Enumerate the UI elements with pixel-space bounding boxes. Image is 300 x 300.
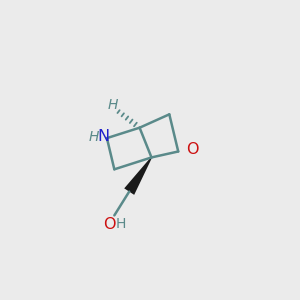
Text: H: H xyxy=(88,130,99,144)
Text: H: H xyxy=(116,217,126,231)
Text: H: H xyxy=(108,98,118,112)
Text: N: N xyxy=(98,129,110,144)
Text: O: O xyxy=(186,142,199,157)
Polygon shape xyxy=(124,157,152,195)
Text: O: O xyxy=(103,217,115,232)
